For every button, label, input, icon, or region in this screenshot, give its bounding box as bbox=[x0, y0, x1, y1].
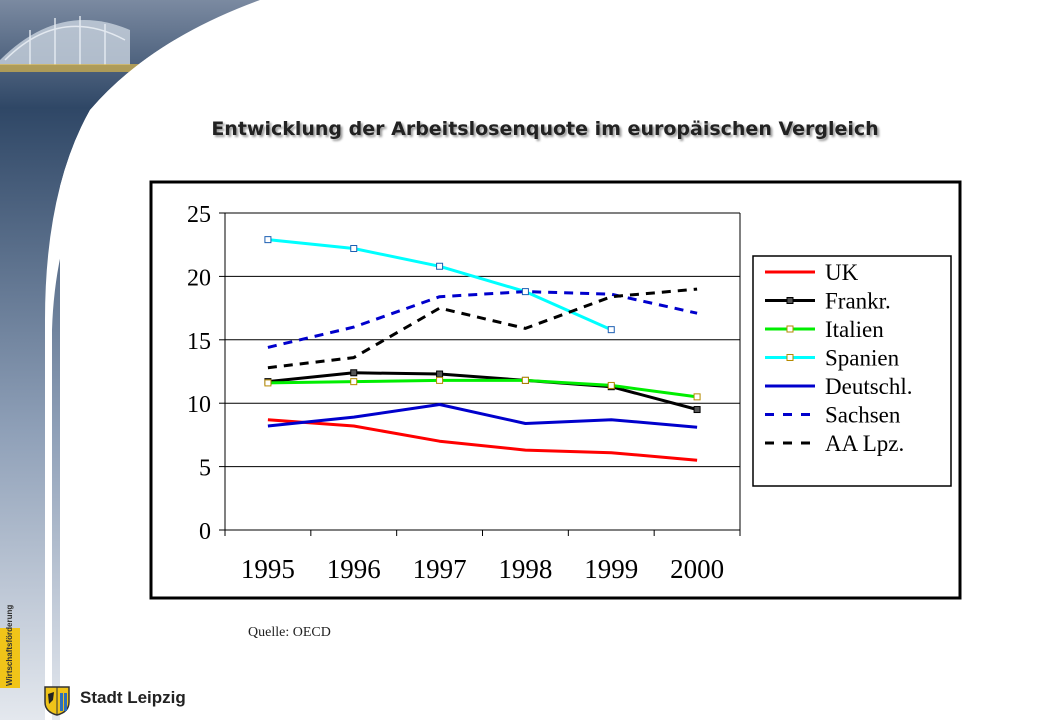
source-note: Quelle: OECD bbox=[248, 625, 331, 640]
data-point-spanien bbox=[607, 326, 615, 334]
legend-box bbox=[752, 255, 952, 487]
series-line-italien bbox=[267, 378, 698, 399]
badge-text: Wirtschaftsförderung bbox=[5, 604, 14, 686]
y-tick-label: 5 bbox=[199, 456, 211, 482]
legend-label-spanien: Spanien bbox=[825, 346, 900, 371]
data-point-frankr bbox=[350, 369, 358, 377]
legend-marker-frankr bbox=[786, 297, 794, 304]
wirtschaftsfoerderung-badge: Wirtschaftsförderung bbox=[0, 604, 20, 688]
legend-label-frankr: Frankr. bbox=[825, 289, 891, 314]
legend-marker-spanien bbox=[786, 354, 794, 361]
x-tick-label: 1995 bbox=[241, 554, 295, 584]
series-line-frankr bbox=[267, 371, 698, 411]
data-point-spanien bbox=[264, 236, 272, 244]
city-crest-icon bbox=[44, 686, 70, 716]
series-line-uk bbox=[267, 418, 698, 462]
legend-label-aa-lpz: AA Lpz. bbox=[825, 431, 904, 456]
data-point-spanien bbox=[350, 245, 358, 253]
x-tick-label: 2000 bbox=[670, 554, 724, 584]
legend-label-uk: UK bbox=[825, 260, 859, 285]
data-point-italien bbox=[264, 379, 272, 387]
slide-title: Entwicklung der Arbeitslosenquote im eur… bbox=[211, 118, 879, 140]
data-point-italien bbox=[693, 393, 701, 401]
y-tick-label: 20 bbox=[187, 265, 211, 291]
data-point-spanien bbox=[436, 262, 444, 270]
data-point-italien bbox=[350, 378, 358, 386]
data-point-italien bbox=[521, 376, 529, 384]
data-point-italien bbox=[436, 376, 444, 384]
x-tick-label: 1997 bbox=[413, 554, 467, 584]
legend-label-sachsen: Sachsen bbox=[825, 403, 901, 428]
y-tick-label: 15 bbox=[187, 329, 211, 355]
legend-marker-italien bbox=[786, 325, 794, 333]
data-point-spanien bbox=[521, 288, 529, 296]
series-line-deutschl bbox=[267, 403, 698, 429]
x-tick-label: 1998 bbox=[498, 554, 552, 584]
data-point-frankr bbox=[693, 406, 701, 414]
series-line-aa-lpz bbox=[267, 287, 698, 370]
data-point-frankr bbox=[436, 370, 444, 378]
legend-label-deutschl: Deutschl. bbox=[825, 374, 913, 399]
x-tick-label: 1999 bbox=[584, 554, 638, 584]
y-tick-label: 0 bbox=[199, 519, 211, 545]
y-tick-label: 25 bbox=[187, 202, 211, 228]
legend-label-italien: Italien bbox=[825, 317, 884, 342]
x-tick-label: 1996 bbox=[327, 554, 381, 584]
y-tick-label: 10 bbox=[187, 392, 211, 418]
city-name: Stadt Leipzig bbox=[80, 688, 186, 707]
data-point-italien bbox=[607, 381, 615, 389]
